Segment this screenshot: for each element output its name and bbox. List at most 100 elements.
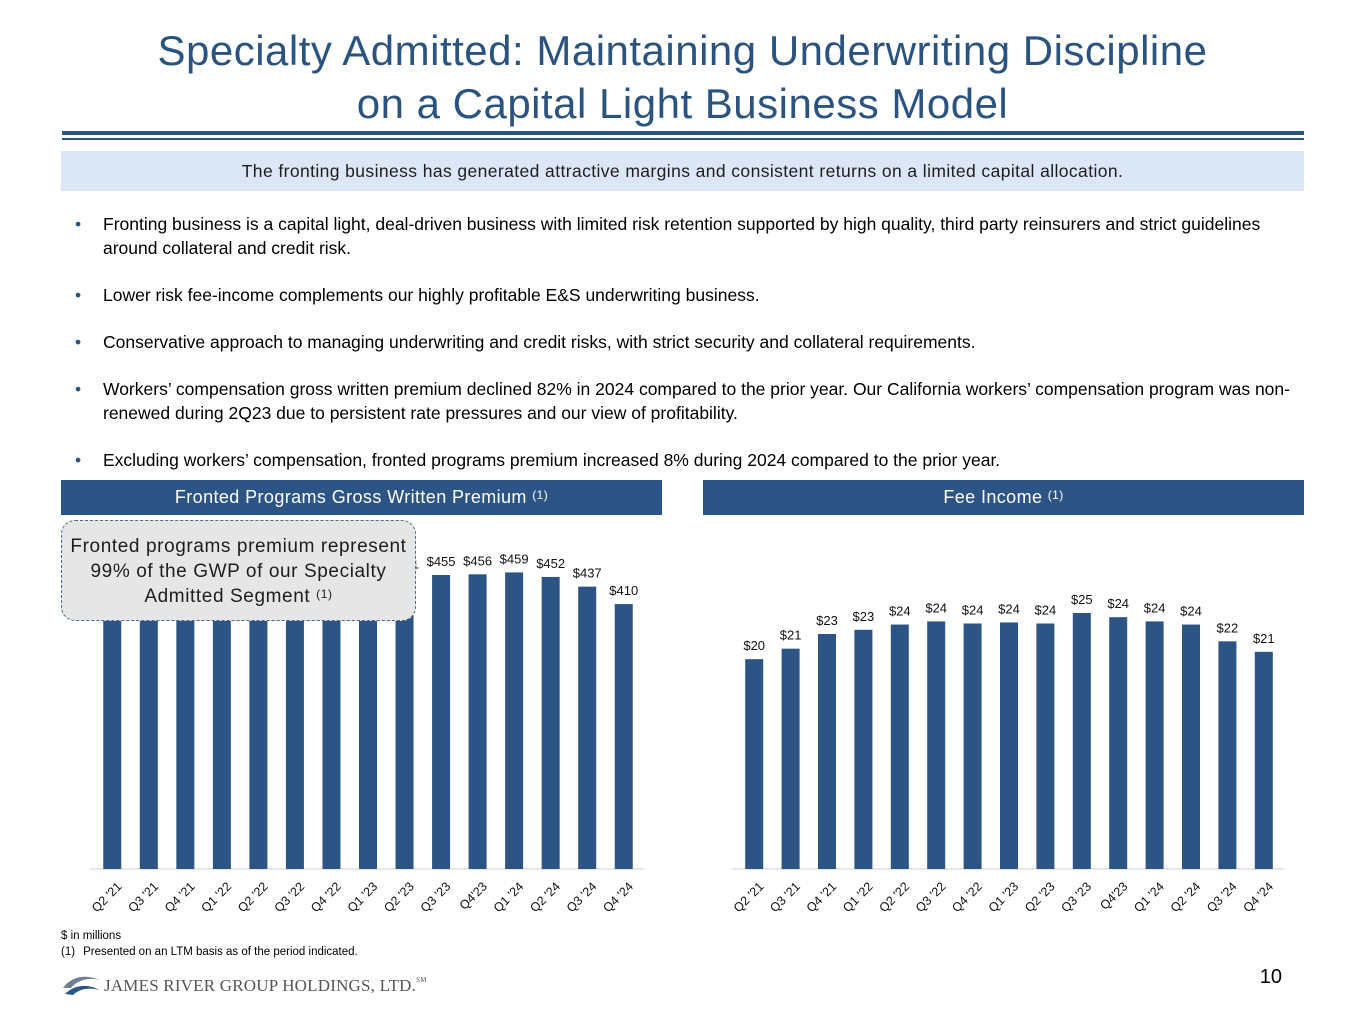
gwp-data-label: $456 xyxy=(463,553,492,568)
service-mark: SM xyxy=(416,976,427,984)
gwp-bar xyxy=(103,602,122,869)
gwp-bar xyxy=(505,572,524,869)
fee-data-label: $22 xyxy=(1217,620,1239,635)
fee-bar xyxy=(1218,641,1237,869)
bullet-text: Fronting business is a capital light, de… xyxy=(103,214,1261,258)
bullet-item: • Conservative approach to managing under… xyxy=(75,330,1310,354)
gwp-tick-label: Q3 '23 xyxy=(418,879,454,915)
page-title-line-2: on a Capital Light Business Model xyxy=(356,80,1009,127)
gwp-data-label: $459 xyxy=(500,551,529,566)
fee-data-label: $24 xyxy=(1180,604,1202,619)
fee-data-label: $24 xyxy=(1107,596,1129,611)
fee-bar xyxy=(1182,624,1200,869)
fee-data-label: $21 xyxy=(1253,631,1275,646)
gwp-chart-title: Fronted Programs Gross Written Premium xyxy=(174,487,527,507)
fee-tick-label: Q4 '22 xyxy=(949,879,985,915)
james-river-swoosh-icon xyxy=(63,976,99,995)
fee-data-label: $24 xyxy=(1144,600,1166,615)
gwp-tick-label: Q4'23 xyxy=(457,879,490,912)
title-rule-thick xyxy=(62,131,1304,135)
gwp-tick-label: Q3 '21 xyxy=(125,879,161,915)
page-title-line-1: Specialty Admitted: Maintaining Underwri… xyxy=(157,27,1208,74)
fee-bar xyxy=(1000,622,1018,869)
gwp-tick-label: Q1 '22 xyxy=(199,879,235,915)
gwp-tick-label: Q2 '21 xyxy=(89,879,125,915)
gwp-tick-label: Q4 '21 xyxy=(162,879,198,915)
gwp-bar xyxy=(212,589,231,869)
gwp-bar xyxy=(359,585,377,869)
fee-tick-label: Q2 '24 xyxy=(1168,879,1204,915)
bullet-item: • Excluding workers’ compensation, fronte… xyxy=(75,448,1310,472)
fee-tick-label: Q3 '24 xyxy=(1204,879,1240,915)
gwp-bar xyxy=(176,588,195,869)
fee-bar xyxy=(1145,621,1164,869)
gwp-tick-label: Q1 '24 xyxy=(491,879,527,915)
gwp-bar xyxy=(614,604,633,869)
gwp-data-label: $452 xyxy=(536,556,565,571)
gwp-tick-label: Q3 '22 xyxy=(272,879,308,915)
gwp-chart-header: Fronted Programs Gross Written Premium (… xyxy=(61,480,662,515)
fee-data-label: $25 xyxy=(1071,592,1093,607)
gwp-tick-label: Q2 '23 xyxy=(381,879,417,915)
fee-data-label: $24 xyxy=(998,601,1020,616)
fee-data-label: $24 xyxy=(925,600,947,615)
title-rule-thin xyxy=(62,138,1304,140)
gwp-chart-footnote-ref: (1) xyxy=(532,488,549,502)
fee-tick-label: Q4 '21 xyxy=(804,879,840,915)
gwp-bar xyxy=(249,589,268,869)
fee-bar xyxy=(1254,651,1273,869)
bullet-text: Lower risk fee-income complements our hi… xyxy=(103,285,760,305)
gwp-tick-label: Q4 '22 xyxy=(308,879,344,915)
bullet-text: Excluding workers’ compensation, fronted… xyxy=(103,450,1001,470)
fee-data-label: $23 xyxy=(816,613,838,628)
fee-tick-label: Q4'23 xyxy=(1097,879,1130,912)
fee-bar xyxy=(1072,613,1091,869)
fee-data-label: $23 xyxy=(853,609,875,624)
company-name: JAMES RIVER GROUP HOLDINGS, LTD.SM xyxy=(104,976,427,996)
bullet-list: • Fronting business is a capital light, d… xyxy=(75,212,1310,495)
fee-tick-label: Q2 '22 xyxy=(876,879,912,915)
gwp-data-label: $455 xyxy=(427,554,456,569)
fee-data-label: $24 xyxy=(889,604,911,619)
fee-tick-label: Q1 '22 xyxy=(840,879,876,915)
bullet-marker: • xyxy=(75,214,82,234)
bullet-item: • Workers’ compensation gross written pre… xyxy=(75,377,1310,425)
bullet-marker: • xyxy=(75,285,82,305)
gwp-tick-label: Q1 '23 xyxy=(345,879,381,915)
bullet-marker: • xyxy=(75,332,82,352)
fee-bar xyxy=(818,633,836,869)
fee-bar xyxy=(745,659,764,869)
fee-bar xyxy=(1109,617,1128,869)
gwp-bar xyxy=(541,576,560,869)
fee-chart-title: Fee Income xyxy=(943,487,1043,507)
fee-bar xyxy=(890,624,909,869)
gwp-bar xyxy=(578,586,597,869)
fee-tick-label: Q2 '21 xyxy=(731,879,767,915)
fee-tick-label: Q1 '24 xyxy=(1131,879,1167,915)
bullet-item: • Lower risk fee-income complements our h… xyxy=(75,283,1310,307)
key-message-banner: The fronting business has generated attr… xyxy=(61,151,1304,191)
fee-data-label: $24 xyxy=(1035,602,1057,617)
fee-tick-label: Q4 '24 xyxy=(1240,879,1276,915)
page-title: Specialty Admitted: Maintaining Underwri… xyxy=(30,24,1335,130)
fee-data-label: $24 xyxy=(962,602,984,617)
fee-chart-footnote-ref: (1) xyxy=(1047,488,1064,502)
gwp-share-note-text: Fronted programs premium represent 99% o… xyxy=(70,536,407,607)
gwp-bar xyxy=(139,595,158,869)
footnote-text: Presented on an LTM basis as of the peri… xyxy=(83,946,358,958)
gwp-bar xyxy=(285,587,304,869)
fee-chart-header: Fee Income (1) xyxy=(703,480,1304,515)
gwp-bar xyxy=(322,586,341,869)
fee-tick-label: Q3 '22 xyxy=(913,879,949,915)
gwp-bar xyxy=(432,575,451,869)
gwp-tick-label: Q2 '22 xyxy=(235,879,271,915)
gwp-bar xyxy=(468,574,487,869)
fee-data-label: $21 xyxy=(780,628,802,643)
bullet-marker: • xyxy=(75,450,82,470)
bullet-text: Conservative approach to managing underw… xyxy=(103,332,976,352)
fee-bar xyxy=(1036,623,1055,869)
units-note: $ in millions xyxy=(61,930,122,942)
bullet-text: Workers’ compensation gross written prem… xyxy=(103,379,1290,423)
fee-bar xyxy=(927,621,946,869)
